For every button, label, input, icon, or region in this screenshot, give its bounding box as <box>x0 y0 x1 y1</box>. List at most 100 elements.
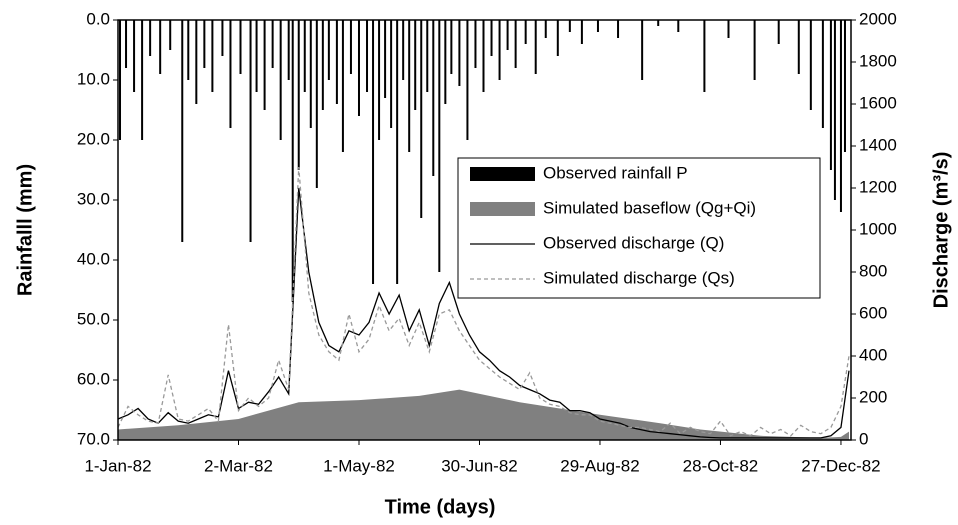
rain-bar <box>444 20 447 104</box>
rain-bar <box>703 20 706 92</box>
rain-bar <box>482 20 485 92</box>
x-tick-label: 28-Oct-82 <box>683 456 759 475</box>
y2-axis-label: Discharge (m³/s) <box>930 152 952 309</box>
rain-bar <box>211 20 214 92</box>
rain-bar <box>821 20 824 128</box>
rain-bar <box>341 20 344 152</box>
rain-bar <box>169 20 172 50</box>
y2-tick-label: 600 <box>859 303 887 322</box>
legend-box <box>457 157 821 299</box>
rain-bar <box>249 20 252 242</box>
rain-bar <box>303 20 306 92</box>
rain-bar <box>315 20 318 188</box>
rain-bar <box>181 20 184 242</box>
rain-bar <box>378 20 381 140</box>
legend-label: Simulated baseflow (Qg+Qi) <box>543 198 756 217</box>
rain-bar <box>203 20 206 68</box>
y2-tick-label: 1000 <box>859 219 897 238</box>
y2-tick-label: 1200 <box>859 177 897 196</box>
y2-tick-label: 1400 <box>859 135 897 154</box>
x-tick-label: 29-Aug-82 <box>560 456 639 475</box>
rain-bar <box>349 20 352 74</box>
rain-bar <box>384 20 387 98</box>
rain-bar <box>641 20 644 80</box>
rain-bar <box>450 20 453 74</box>
y-tick-label: 50.0 <box>77 309 110 328</box>
x-tick-label: 1-Jan-82 <box>84 456 151 475</box>
rain-bar <box>490 20 493 56</box>
y2-tick-label: 400 <box>859 345 887 364</box>
rain-bar <box>396 20 399 284</box>
legend-label: Simulated discharge (Qs) <box>543 268 735 287</box>
baseflow-area <box>118 389 849 440</box>
rain-bar <box>149 20 152 56</box>
rain-bar <box>556 20 559 56</box>
rain-bar <box>297 20 300 170</box>
rain-bar <box>414 20 417 110</box>
y-tick-label: 30.0 <box>77 189 110 208</box>
rain-bar <box>797 20 800 74</box>
rain-bar <box>426 20 429 92</box>
rain-bar <box>229 20 232 128</box>
rain-bar <box>366 20 369 92</box>
rain-bar <box>141 20 144 140</box>
legend-swatch <box>470 167 535 181</box>
rain-bar <box>372 20 375 284</box>
x-tick-label: 2-Mar-82 <box>204 456 273 475</box>
rain-bar <box>506 20 509 50</box>
rain-bar <box>239 20 242 74</box>
rain-bar <box>291 20 294 302</box>
legend-swatch <box>470 202 535 216</box>
rain-bar <box>390 20 393 128</box>
y2-tick-label: 200 <box>859 387 887 406</box>
y-tick-label: 20.0 <box>77 129 110 148</box>
y-tick-label: 10.0 <box>77 69 110 88</box>
rain-bar <box>432 20 435 176</box>
rain-bar <box>474 20 477 68</box>
y-axis-label: Rainfalll (mm) <box>14 164 36 296</box>
y-tick-label: 70.0 <box>77 429 110 448</box>
rain-bar <box>498 20 501 80</box>
rain-bar <box>544 20 547 38</box>
x-tick-label: 27-Dec-82 <box>801 456 880 475</box>
rain-bar <box>159 20 162 74</box>
rain-bar <box>402 20 405 80</box>
rain-bar <box>263 20 266 110</box>
rain-bar <box>843 20 846 152</box>
rain-bar <box>534 20 537 74</box>
rain-bar <box>514 20 517 68</box>
rain-bar <box>357 20 360 116</box>
rain-bar <box>309 20 312 128</box>
rain-bar <box>195 20 198 104</box>
rain-bar <box>617 20 620 38</box>
y-tick-label: 40.0 <box>77 249 110 268</box>
rain-bar <box>839 20 842 212</box>
rain-bar <box>420 20 423 218</box>
rain-bar <box>657 20 660 26</box>
y-tick-label: 0.0 <box>86 9 110 28</box>
rain-bar <box>833 20 836 200</box>
rain-bar <box>408 20 411 152</box>
rain-bar <box>221 20 224 56</box>
rain-bar <box>596 20 599 32</box>
rain-bar <box>125 20 128 68</box>
rain-bar <box>727 20 730 38</box>
legend-label: Observed rainfall P <box>543 163 688 182</box>
y-tick-label: 60.0 <box>77 369 110 388</box>
rain-bar <box>271 20 274 68</box>
rain-bar <box>321 20 324 110</box>
x-tick-label: 1-May-82 <box>323 456 395 475</box>
rain-bar <box>777 20 780 44</box>
rain-bar <box>119 20 122 140</box>
rain-bar <box>335 20 338 104</box>
y2-tick-label: 800 <box>859 261 887 280</box>
rain-bar <box>524 20 527 44</box>
y2-tick-label: 1600 <box>859 93 897 112</box>
rain-bar <box>327 20 330 80</box>
rain-bar <box>279 20 282 140</box>
discharge-line <box>117 187 850 439</box>
rain-bar <box>458 20 461 86</box>
rain-bar <box>677 20 680 32</box>
